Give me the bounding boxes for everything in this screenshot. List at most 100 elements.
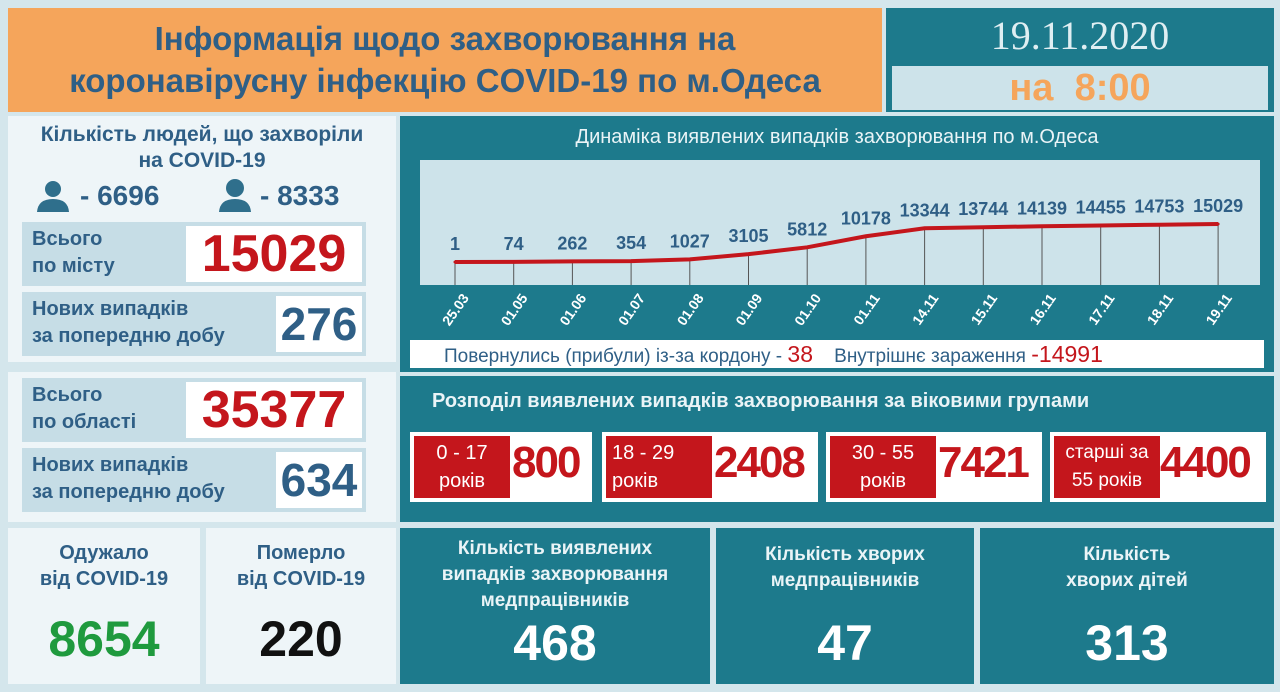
data-label: 14455	[1076, 197, 1126, 217]
time-prefix: на	[1009, 67, 1054, 109]
label-line: Всього	[32, 228, 103, 250]
region-new-label: Нових випадків за попередню добу	[32, 452, 225, 506]
x-tick-label: 01.09	[732, 290, 765, 328]
region-new: 634	[276, 452, 362, 508]
label-line: Нових випадків	[32, 298, 189, 320]
data-point	[1040, 224, 1044, 228]
data-point	[805, 245, 809, 249]
recovered-value: 8654	[48, 611, 160, 667]
age-label: років	[438, 470, 486, 492]
title-line: Інформація щодо захворювання на	[154, 20, 736, 57]
med-card: Кількість виявлених випадків захворювання…	[400, 528, 710, 684]
data-label: 13344	[900, 200, 950, 220]
city-title: Кількість людей, що захворіли на COVID-1…	[8, 122, 396, 174]
data-label: 354	[616, 233, 646, 253]
died-label: від COVID-19	[236, 568, 366, 590]
age-group: 18 - 29 років 2408	[602, 432, 818, 502]
age-value: 7421	[938, 438, 1030, 487]
region-total-label: Всього по області	[32, 382, 136, 436]
city-panel: Кількість людей, що захворіли на COVID-1…	[8, 116, 396, 362]
med-label: Кількість виявлених	[457, 538, 653, 559]
recovered-label: Одужало	[59, 542, 149, 564]
series-line	[454, 222, 1219, 264]
kids-value: 313	[1085, 615, 1169, 671]
data-point	[688, 257, 692, 261]
city-new: 276	[276, 296, 362, 352]
age-value: 800	[512, 438, 581, 487]
age-label: років	[612, 470, 659, 492]
age-label: 55 років	[1071, 470, 1143, 491]
label-line: по області	[32, 411, 137, 433]
city-total-row: Всього по місту 15029	[22, 222, 366, 286]
age-label: 30 - 55	[851, 442, 915, 464]
ages-title: Розподіл виявлених випадків захворювання…	[432, 390, 1090, 412]
chart-title: Динаміка виявлених випадків захворювання…	[575, 126, 1099, 148]
data-point	[1157, 223, 1161, 227]
returned-label: Повернулись (прибули) із-за кордону -	[444, 346, 783, 367]
label-line: по місту	[32, 255, 115, 277]
city-total-label: Всього по місту	[32, 226, 115, 280]
city-title-line: на COVID-19	[138, 149, 266, 172]
age-group: старші за 55 років 4400	[1050, 432, 1266, 502]
data-label: 13744	[958, 199, 1008, 219]
data-label: 14139	[1017, 198, 1067, 218]
man-icon	[37, 181, 69, 212]
x-tick-label: 01.06	[556, 290, 589, 328]
x-tick-label: 25.03	[439, 290, 472, 328]
data-point	[981, 225, 985, 229]
label-line: Всього	[32, 384, 103, 406]
x-tick-label: 01.07	[615, 290, 648, 328]
time: на 8:00	[892, 66, 1268, 110]
data-label: 15029	[1193, 196, 1243, 216]
data-label: 1027	[670, 231, 710, 251]
data-label: 3105	[728, 226, 768, 246]
region-new-row: Нових випадків за попередню добу 634	[22, 448, 366, 512]
age-group: 30 - 55 років 7421	[826, 432, 1042, 502]
data-point	[864, 234, 868, 238]
chart-panel: Динаміка виявлених випадків захворювання…	[400, 116, 1274, 372]
data-point	[453, 260, 457, 264]
label-line: за попередню добу	[32, 481, 225, 503]
age-label: старші за	[1065, 442, 1149, 463]
page-title: Інформація щодо захворювання на коронаві…	[8, 8, 882, 112]
x-tick-label: 17.11	[1085, 290, 1118, 327]
data-point	[1216, 222, 1220, 226]
line-chart: 1 25.03 74 01.05 262 01.06 354 01.07 1027 01.08 31…	[420, 160, 1260, 328]
data-label: 74	[504, 234, 524, 254]
data-label: 14753	[1134, 197, 1184, 217]
age-label: років	[859, 470, 907, 492]
female-count: - 8333	[260, 180, 340, 211]
died-card: Померло від COVID-19 220	[206, 528, 396, 684]
x-tick-label: 18.11	[1144, 290, 1177, 327]
date: 19.11.2020	[990, 13, 1170, 58]
medsick-value: 47	[817, 615, 873, 671]
woman-icon	[219, 179, 251, 212]
age-label: 18 - 29	[612, 442, 675, 464]
x-tick-label: 01.11	[850, 290, 883, 327]
age-value: 2408	[714, 438, 806, 487]
data-label: 5812	[787, 219, 827, 239]
time-value: 8:00	[1074, 67, 1151, 109]
med-label: медпрацівників	[480, 590, 630, 611]
date-panel: 19.11.2020 на 8:00	[886, 8, 1274, 112]
data-label: 10178	[841, 208, 891, 228]
region-total: 35377	[186, 382, 362, 438]
region-total-row: Всього по області 35377	[22, 378, 366, 442]
x-tick-label: 16.11	[1026, 290, 1059, 327]
age-value: 4400	[1160, 438, 1252, 487]
city-total: 15029	[186, 226, 362, 282]
data-point	[747, 252, 750, 256]
label-line: Нових випадків	[32, 454, 189, 476]
data-point	[629, 259, 633, 263]
x-tick-label: 01.05	[497, 290, 530, 328]
x-tick-label: 15.11	[968, 290, 1001, 327]
internal-label: Внутрішнє зараження	[834, 346, 1026, 367]
male-count: - 6696	[80, 180, 160, 211]
x-tick-label: 01.10	[791, 290, 824, 328]
origin-bar: Повернулись (прибули) із-за кордону - 38…	[410, 340, 1264, 368]
data-point	[512, 260, 516, 264]
title-line: коронавірусну інфекцію COVID-19 по м.Оде…	[69, 62, 821, 99]
data-point	[923, 226, 927, 230]
returned-value: 38	[787, 341, 814, 367]
city-new-row: Нових випадків за попередню добу 276	[22, 292, 366, 356]
